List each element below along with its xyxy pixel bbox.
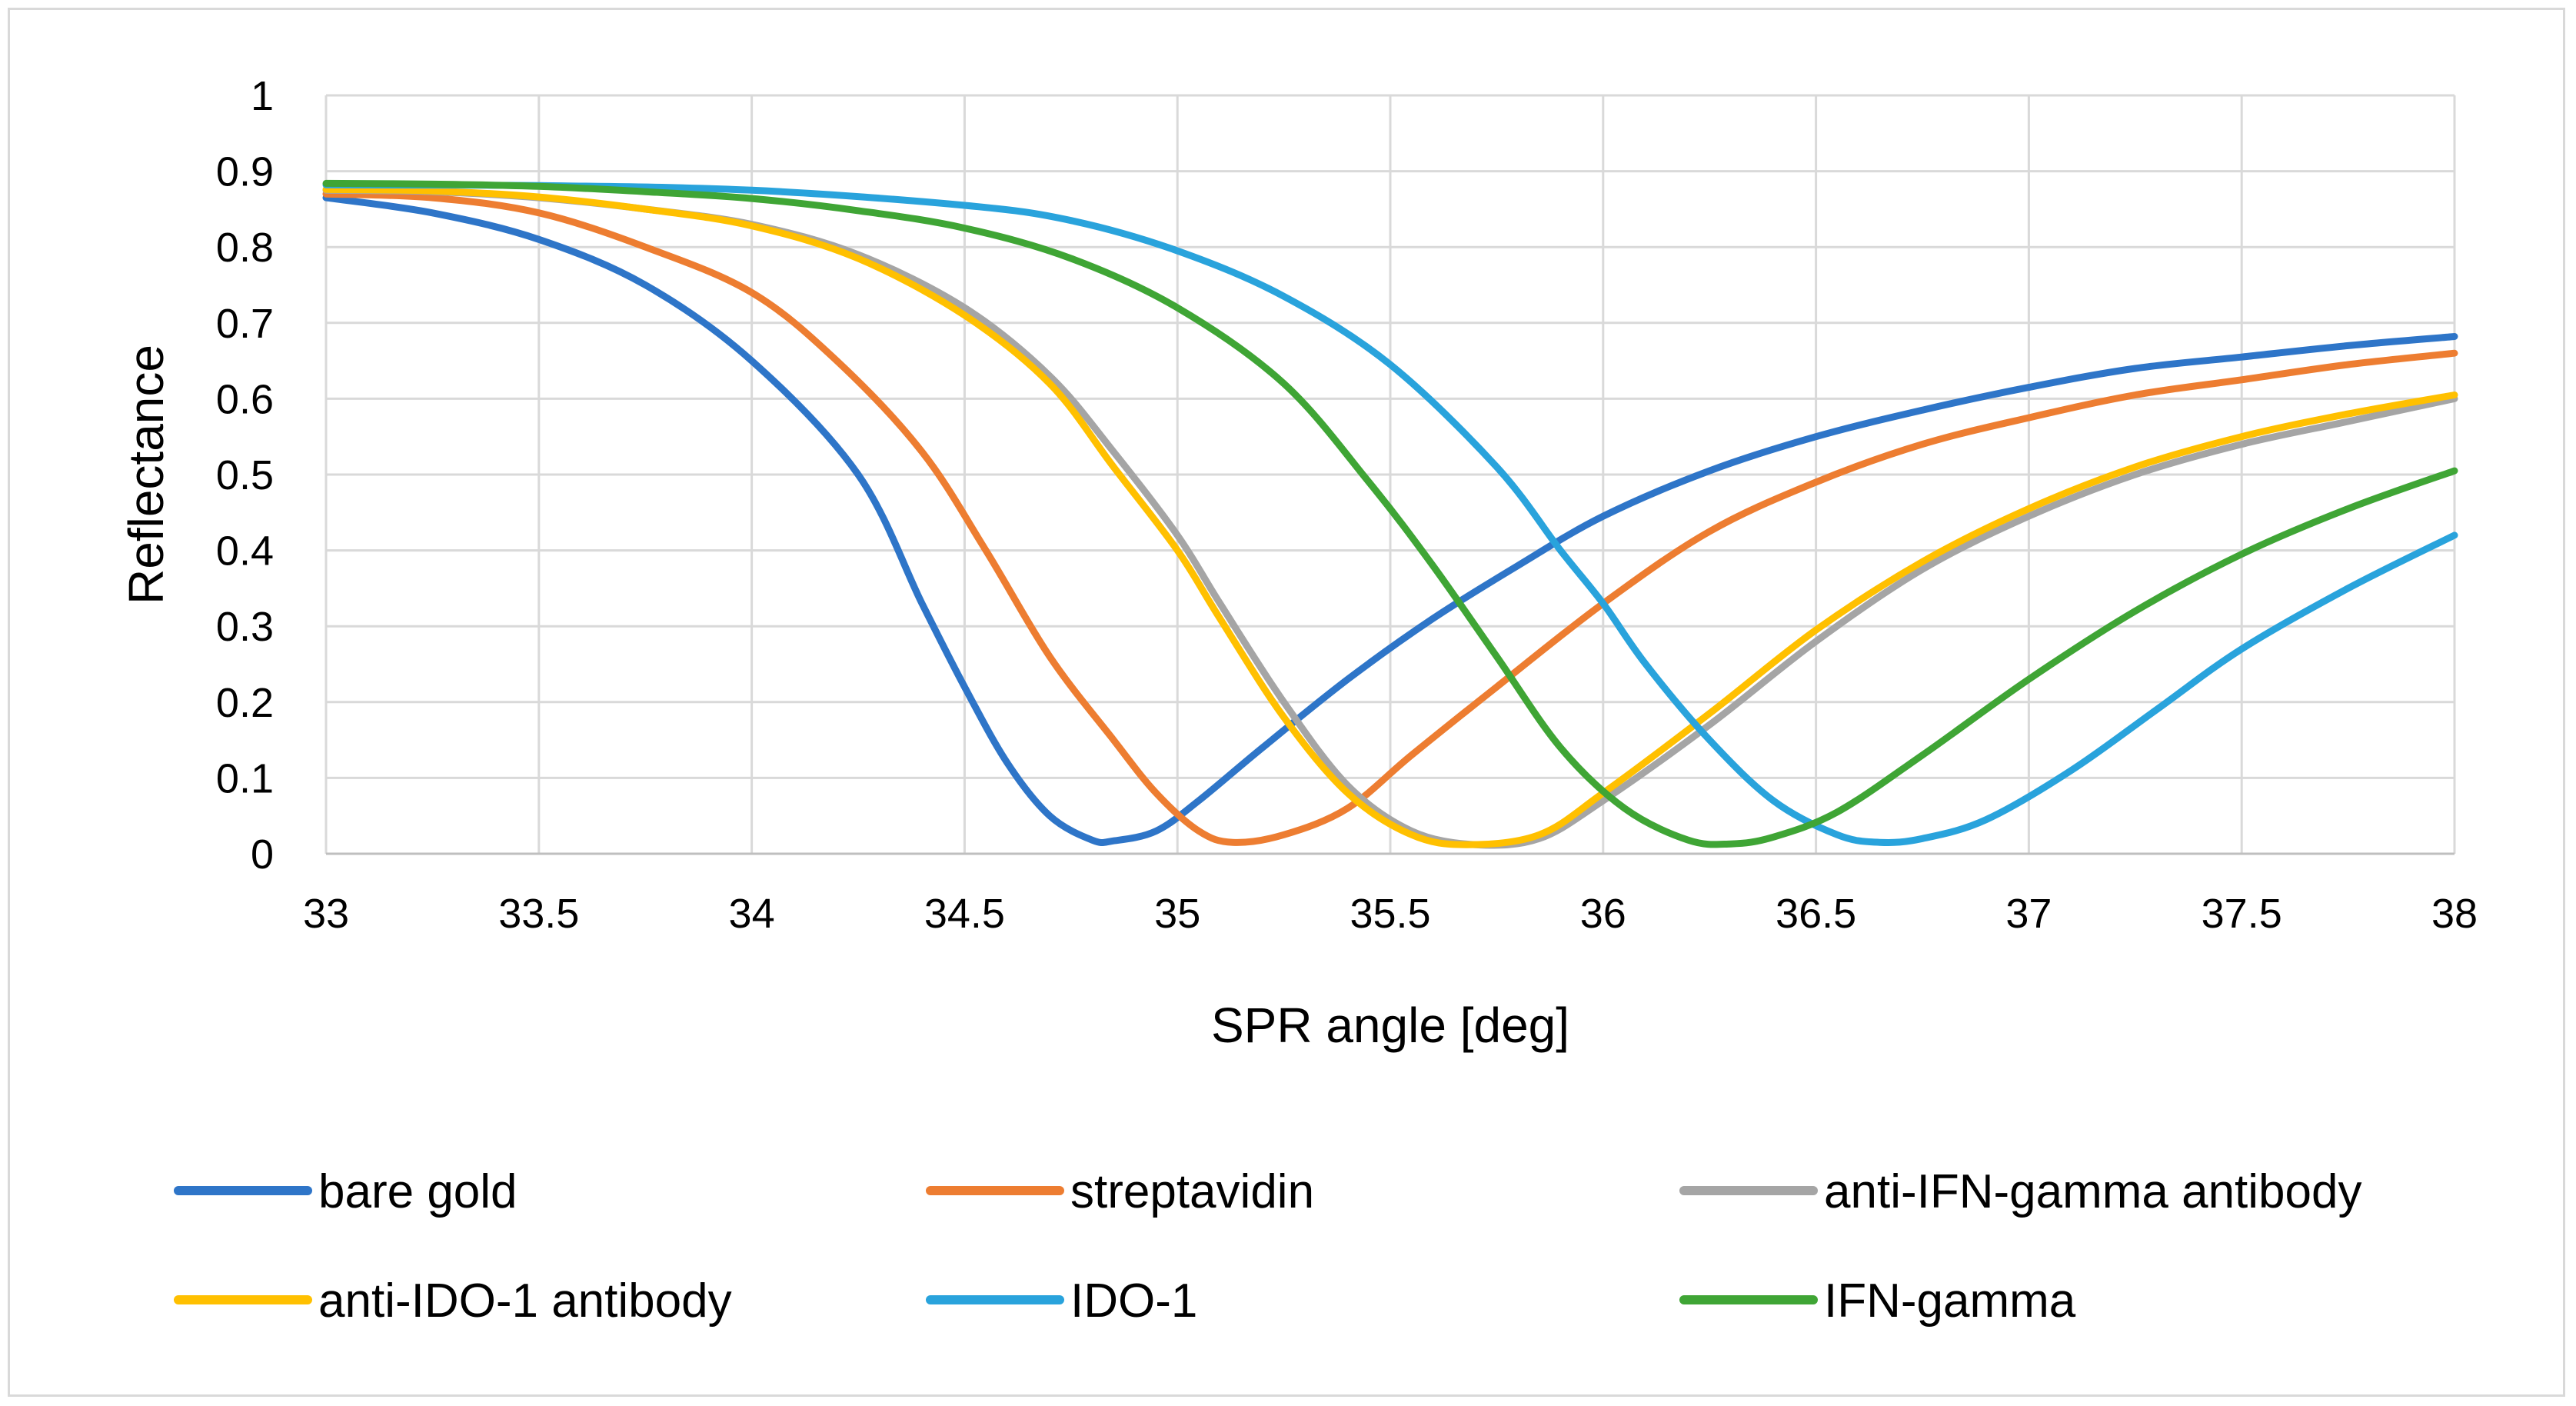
x-tick-label: 34.5 — [924, 891, 1005, 937]
series-line-bare-gold — [322, 194, 2458, 847]
legend-label: IFN-gamma — [1824, 1274, 2076, 1328]
legend-label: IDO-1 — [1070, 1274, 1197, 1328]
legend-item-ifn-gamma: IFN-gamma — [1679, 1274, 2076, 1328]
legend-item-streptavidin: streptavidin — [926, 1165, 1314, 1218]
legend: bare gold streptavidin anti-IFN-gamma anti… — [174, 1165, 2362, 1328]
x-tick-label: 37 — [2005, 891, 2052, 937]
y-tick-label: 0.8 — [216, 225, 274, 271]
y-tick-label: 0.5 — [216, 452, 274, 498]
x-tick-label: 37.5 — [2202, 891, 2282, 937]
series-lines — [322, 179, 2458, 849]
tick-labels: 33 33.5 34 34.5 35 35.5 36 36.5 37 37.5 38 0 0.1 0.2 0… — [216, 73, 2478, 937]
x-tick-label: 34 — [729, 891, 775, 937]
legend-label: streptavidin — [1070, 1165, 1314, 1218]
x-axis-title: SPR angle [deg] — [1211, 998, 1569, 1053]
x-tick-label: 35 — [1154, 891, 1200, 937]
series-line-streptavidin — [322, 190, 2458, 846]
y-tick-label: 0.4 — [216, 528, 274, 575]
y-tick-label: 0 — [251, 831, 274, 878]
legend-item-anti-ido-1-antibody: anti-IDO-1 antibody — [174, 1274, 732, 1328]
legend-item-bare-gold: bare gold — [174, 1165, 518, 1218]
x-tick-label: 33.5 — [498, 891, 579, 937]
y-axis-title: Reflectance — [118, 345, 174, 605]
y-tick-label: 0.2 — [216, 680, 274, 726]
x-tick-label: 33 — [303, 891, 349, 937]
y-tick-label: 0.6 — [216, 376, 274, 422]
series-line-ido-1 — [322, 181, 2458, 846]
y-tick-label: 0.7 — [216, 301, 274, 347]
y-tick-label: 1 — [251, 73, 274, 119]
legend-label: anti-IDO-1 antibody — [318, 1274, 732, 1328]
legend-item-anti-ifn-gamma-antibody: anti-IFN-gamma antibody — [1679, 1165, 2362, 1218]
series-line-anti-ido-1-antibody — [322, 185, 2458, 848]
x-tick-label: 35.5 — [1350, 891, 1430, 937]
y-tick-label: 0.1 — [216, 755, 274, 801]
y-tick-label: 0.9 — [216, 149, 274, 195]
x-tick-label: 36.5 — [1776, 891, 1856, 937]
legend-label: anti-IFN-gamma antibody — [1824, 1165, 2362, 1218]
x-tick-label: 38 — [2431, 891, 2478, 937]
gridlines — [324, 94, 2456, 855]
y-tick-label: 0.3 — [216, 604, 274, 650]
x-tick-label: 36 — [1580, 891, 1626, 937]
legend-label: bare gold — [318, 1165, 518, 1218]
series-line-ifn-gamma — [322, 179, 2458, 848]
legend-item-ido-1: IDO-1 — [926, 1274, 1197, 1328]
